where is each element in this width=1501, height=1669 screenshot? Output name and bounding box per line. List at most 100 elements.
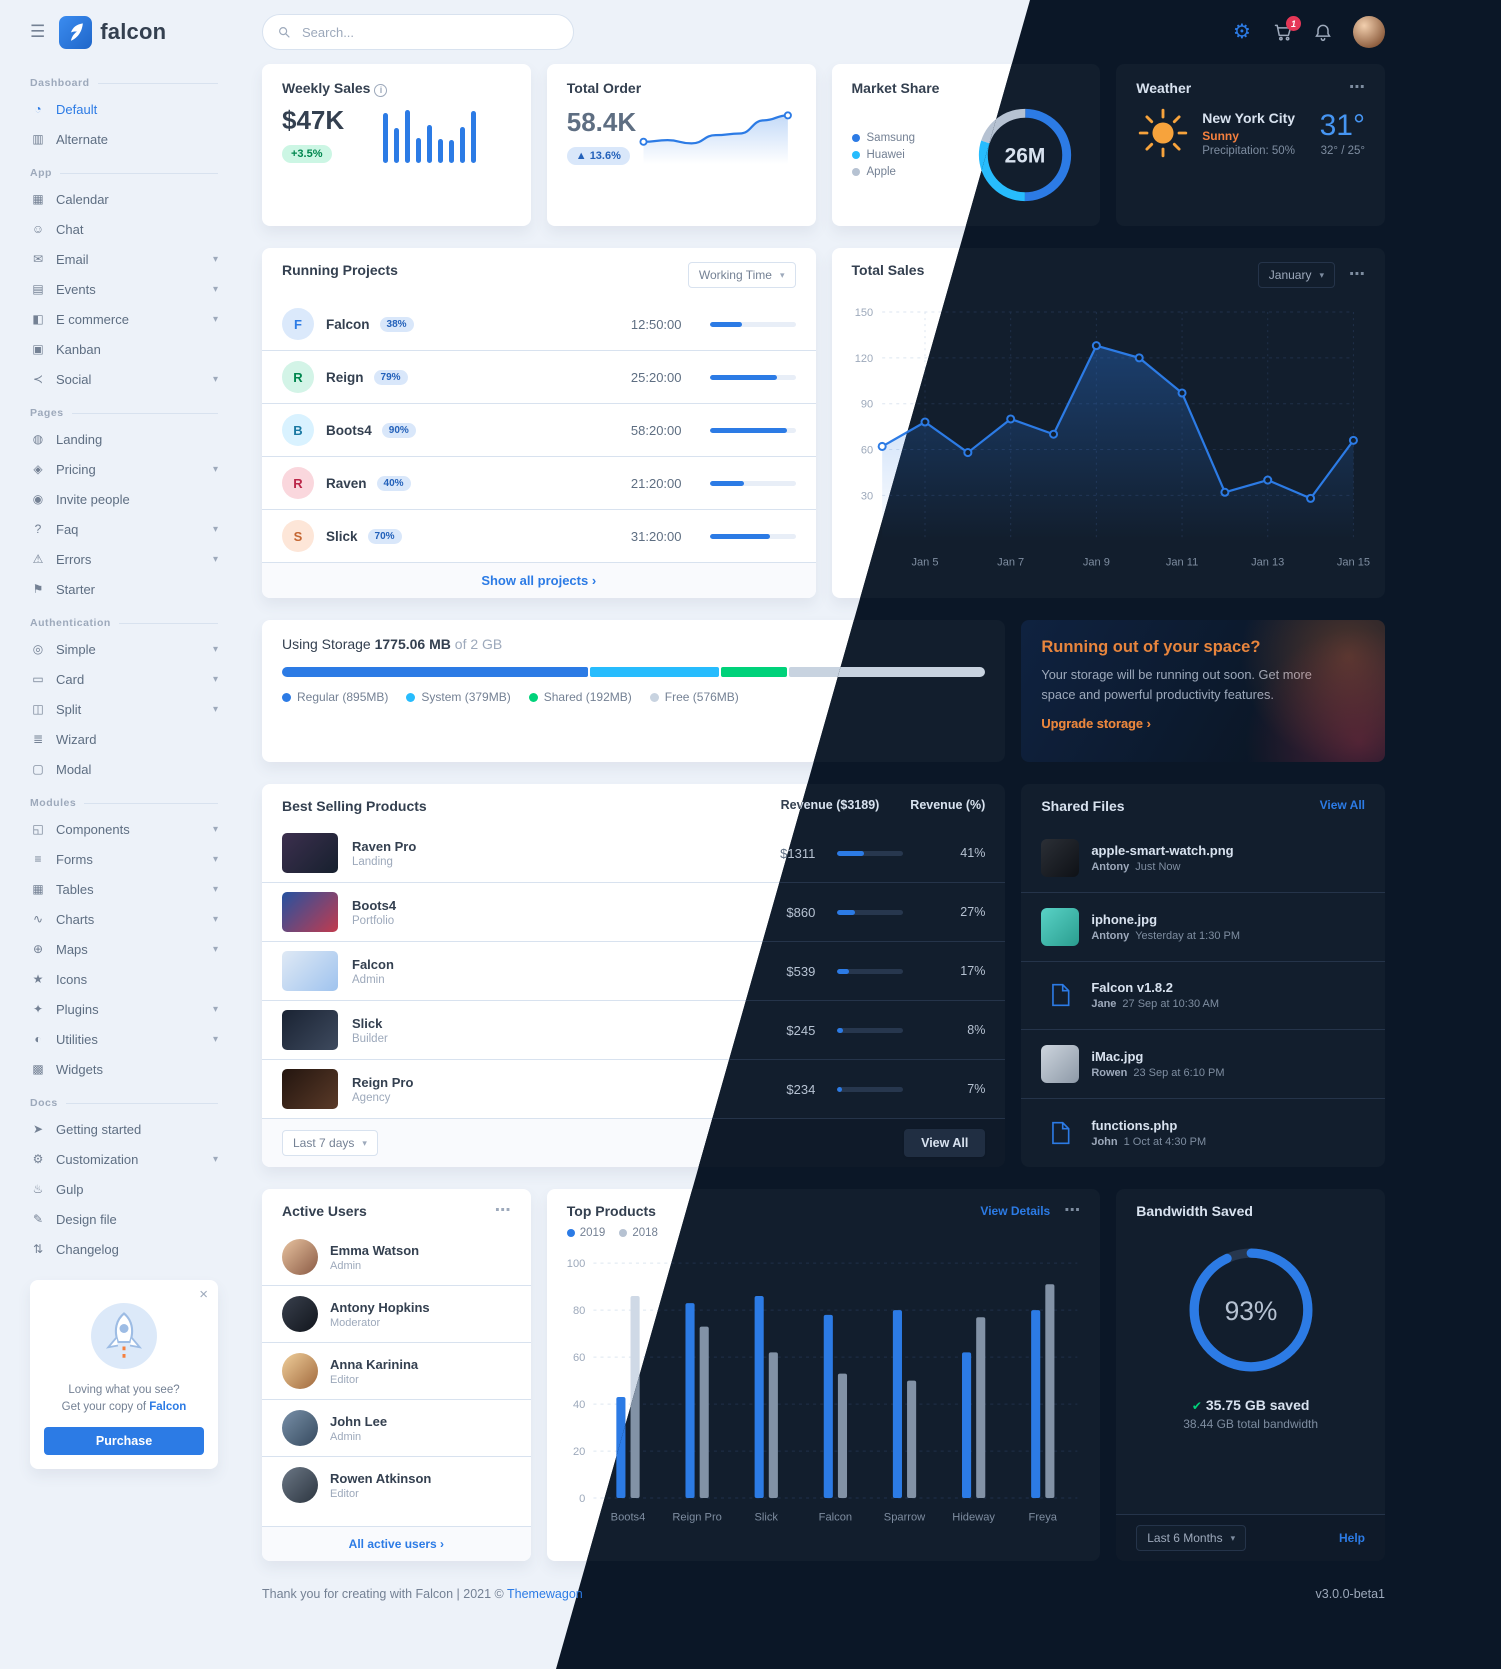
user-row-emma-watson[interactable]: Emma Watson Admin bbox=[262, 1229, 531, 1286]
legend-item-2018[interactable]: 2018 bbox=[619, 1227, 658, 1239]
notifications-bell-icon[interactable] bbox=[1313, 22, 1333, 42]
svg-text:80: 80 bbox=[573, 1305, 585, 1317]
project-row-slick[interactable]: S Slick 70% 31:20:00 bbox=[262, 510, 816, 562]
sidebar-item-design-file[interactable]: ✎ Design file bbox=[30, 1204, 218, 1234]
chevron-down-icon: ▾ bbox=[779, 269, 785, 280]
upgrade-storage-link[interactable]: Upgrade storage › bbox=[1041, 715, 1151, 731]
working-time-select[interactable]: Working Time ▾ bbox=[687, 262, 796, 288]
sidebar-item-plugins[interactable]: ✦ Plugins ▾ bbox=[30, 994, 218, 1024]
falcon-logo[interactable]: falcon bbox=[59, 15, 166, 49]
file-row-functions-php[interactable]: functions.php John 1 Oct at 4:30 PM bbox=[1021, 1099, 1385, 1167]
sidebar-item-icons[interactable]: ★ Icons bbox=[30, 964, 218, 994]
sidebar-item-default[interactable]: ◔ Default bbox=[30, 94, 218, 124]
product-row-slick[interactable]: Slick Builder $245 8% bbox=[262, 1001, 1006, 1060]
sidebar-item-customization[interactable]: ⚙ Customization ▾ bbox=[30, 1144, 218, 1174]
sidebar-item-chat[interactable]: ☺ Chat bbox=[31, 221, 84, 237]
sidebar-item-card[interactable]: ▭ Card ▾ bbox=[30, 664, 218, 694]
more-icon[interactable]: ⋯ bbox=[1349, 266, 1365, 283]
sidebar-item-forms[interactable]: ≡ Forms ▾ bbox=[30, 844, 218, 874]
falcon-copy-link[interactable]: Falcon bbox=[149, 1401, 187, 1414]
sidebar-item-simple[interactable]: ◎ Simple ▾ bbox=[30, 634, 218, 664]
svg-text:93%: 93% bbox=[1224, 1296, 1277, 1326]
sidebar-item-gulp[interactable]: ♨ Gulp bbox=[30, 1174, 218, 1204]
view-details-link[interactable]: View Details bbox=[980, 1204, 1051, 1218]
getting-started-icon: ➤ bbox=[32, 1122, 44, 1136]
view-all-button[interactable]: View All bbox=[904, 1129, 986, 1157]
best-selling-card: Best Selling Products Revenue ($3189) Re… bbox=[262, 784, 1006, 1167]
close-icon[interactable]: × bbox=[199, 1286, 208, 1303]
shared-files-list: apple-smart-watch.png Antony Just Now iphon… bbox=[1021, 824, 1385, 1167]
search-box[interactable] bbox=[262, 14, 574, 50]
sidebar-item-charts[interactable]: ∿ Charts ▾ bbox=[30, 904, 218, 934]
purchase-button[interactable]: Purchase bbox=[44, 1426, 204, 1455]
last-7-days-select[interactable]: Last 7 days ▾ bbox=[282, 1130, 378, 1156]
file-row-falcon-v1-8-2[interactable]: Falcon v1.8.2 Jane 27 Sep at 10:30 AM bbox=[1021, 962, 1385, 1031]
product-thumbnail bbox=[282, 951, 338, 991]
view-all-files-link[interactable]: View All bbox=[1319, 798, 1365, 812]
storage-legend-item: Regular (895MB) bbox=[282, 690, 388, 704]
more-icon[interactable]: ⋯ bbox=[494, 1202, 511, 1219]
settings-gear-icon[interactable]: ⚙ bbox=[1233, 21, 1251, 43]
market-share-title: Market Share bbox=[851, 80, 940, 96]
month-select[interactable]: January ▾ bbox=[1257, 262, 1335, 288]
file-row-apple-smart-watch-png[interactable]: apple-smart-watch.png Antony Just Now bbox=[1021, 824, 1385, 893]
sidebar-item-starter[interactable]: ⚑ Starter bbox=[30, 574, 218, 604]
sidebar-item-errors[interactable]: ⚠ Errors ▾ bbox=[30, 544, 218, 574]
user-avatar[interactable] bbox=[1353, 16, 1385, 48]
sidebar-item-tables[interactable]: ▦ Tables ▾ bbox=[30, 874, 218, 904]
chevron-down-icon: ▾ bbox=[212, 553, 218, 565]
project-row-boots4[interactable]: B Boots4 90% 58:20:00 bbox=[262, 404, 816, 457]
sidebar-item-email[interactable]: ✉ Email ▾ bbox=[30, 244, 218, 274]
help-link[interactable]: Help bbox=[1338, 1531, 1365, 1545]
page-footer: Thank you for creating with Falcon | 202… bbox=[262, 1561, 1385, 1601]
info-icon[interactable]: i bbox=[374, 83, 388, 97]
project-row-falcon[interactable]: F Falcon 38% 12:50:00 bbox=[262, 298, 816, 351]
search-input[interactable] bbox=[300, 23, 559, 41]
show-all-projects-link[interactable]: Show all projects › bbox=[481, 573, 597, 588]
product-row-reign-pro[interactable]: Reign Pro Agency $234 7% bbox=[262, 1060, 1005, 1118]
user-row-john-lee[interactable]: John Lee Admin bbox=[262, 1400, 531, 1457]
sidebar-item-faq[interactable]: ? Faq ▾ bbox=[30, 514, 218, 544]
more-icon[interactable]: ⋯ bbox=[1064, 1202, 1081, 1219]
sidebar-item-changelog[interactable]: ⇅ Changelog bbox=[30, 1234, 218, 1264]
user-row-antony-hopkins[interactable]: Antony Hopkins Moderator bbox=[262, 1286, 531, 1343]
cart-icon[interactable]: 1 bbox=[1273, 16, 1301, 42]
sidebar-item-alternate[interactable]: ▥ Alternate bbox=[30, 124, 218, 154]
sidebar-item-split[interactable]: ◫ Split ▾ bbox=[30, 694, 218, 724]
chevron-down-icon: ▾ bbox=[212, 253, 218, 265]
legend-item-2019[interactable]: 2019 bbox=[566, 1227, 605, 1239]
sidebar-item-components[interactable]: ◱ Components ▾ bbox=[30, 814, 218, 844]
last-6-months-select[interactable]: Last 6 Months ▾ bbox=[1136, 1525, 1247, 1551]
starter-icon: ⚑ bbox=[32, 582, 44, 596]
sidebar-item-utilities[interactable]: ◐ Utilities ▾ bbox=[30, 1024, 218, 1054]
sidebar-item-social[interactable]: ≺ Social ▾ bbox=[30, 364, 218, 394]
sidebar-item-calendar[interactable]: ▦ Calendar bbox=[30, 184, 218, 214]
chevron-down-icon: ▾ bbox=[212, 1033, 218, 1045]
default-icon: ◔ bbox=[34, 102, 42, 116]
product-row-boots4[interactable]: Boots4 Portfolio $860 27% bbox=[262, 883, 1006, 942]
hamburger-menu-icon[interactable]: ☰ bbox=[30, 22, 46, 41]
sidebar-item-wizard[interactable]: ≣ Wizard bbox=[30, 724, 218, 754]
weather-title: Weather bbox=[1136, 80, 1192, 96]
product-row-falcon[interactable]: Falcon Admin $539 17% bbox=[262, 942, 1006, 1001]
all-active-users-link[interactable]: All active users › bbox=[348, 1537, 445, 1551]
sidebar-item-e-commerce[interactable]: ◧ E commerce ▾ bbox=[30, 304, 218, 334]
sidebar-item-widgets[interactable]: ▩ Widgets bbox=[30, 1054, 218, 1084]
more-icon[interactable]: ⋯ bbox=[1349, 79, 1365, 96]
sidebar-item-modal[interactable]: ▢ Modal bbox=[30, 754, 218, 784]
user-row-rowen-atkinson[interactable]: Rowen Atkinson Editor bbox=[262, 1457, 531, 1513]
product-row-raven-pro[interactable]: Raven Pro Landing $1311 41% bbox=[262, 824, 1006, 883]
sidebar-item-maps[interactable]: ⊕ Maps ▾ bbox=[30, 934, 218, 964]
sidebar-item-getting-started[interactable]: ➤ Getting started bbox=[30, 1114, 218, 1144]
themewagon-link[interactable]: Themewagon bbox=[507, 1587, 583, 1601]
project-row-reign[interactable]: R Reign 79% 25:20:00 bbox=[262, 351, 816, 404]
project-row-raven[interactable]: R Raven 40% 21:20:00 bbox=[262, 457, 816, 510]
user-row-anna-karinina[interactable]: Anna Karinina Editor bbox=[262, 1343, 531, 1400]
sidebar-item-events[interactable]: ▤ Events ▾ bbox=[30, 274, 218, 304]
file-row-iphone-jpg[interactable]: iphone.jpg Antony Yesterday at 1:30 PM bbox=[1021, 893, 1385, 962]
sidebar-item-pricing[interactable]: ◈ Pricing ▾ bbox=[30, 454, 218, 484]
sidebar-item-landing[interactable]: ◍ Landing bbox=[30, 424, 218, 454]
sidebar-item-kanban[interactable]: ▣ Kanban bbox=[30, 334, 218, 364]
sidebar-item-invite-people[interactable]: ◉ Invite people bbox=[30, 484, 218, 514]
file-row-imac-jpg[interactable]: iMac.jpg Rowen 23 Sep at 6:10 PM bbox=[1021, 1030, 1385, 1100]
